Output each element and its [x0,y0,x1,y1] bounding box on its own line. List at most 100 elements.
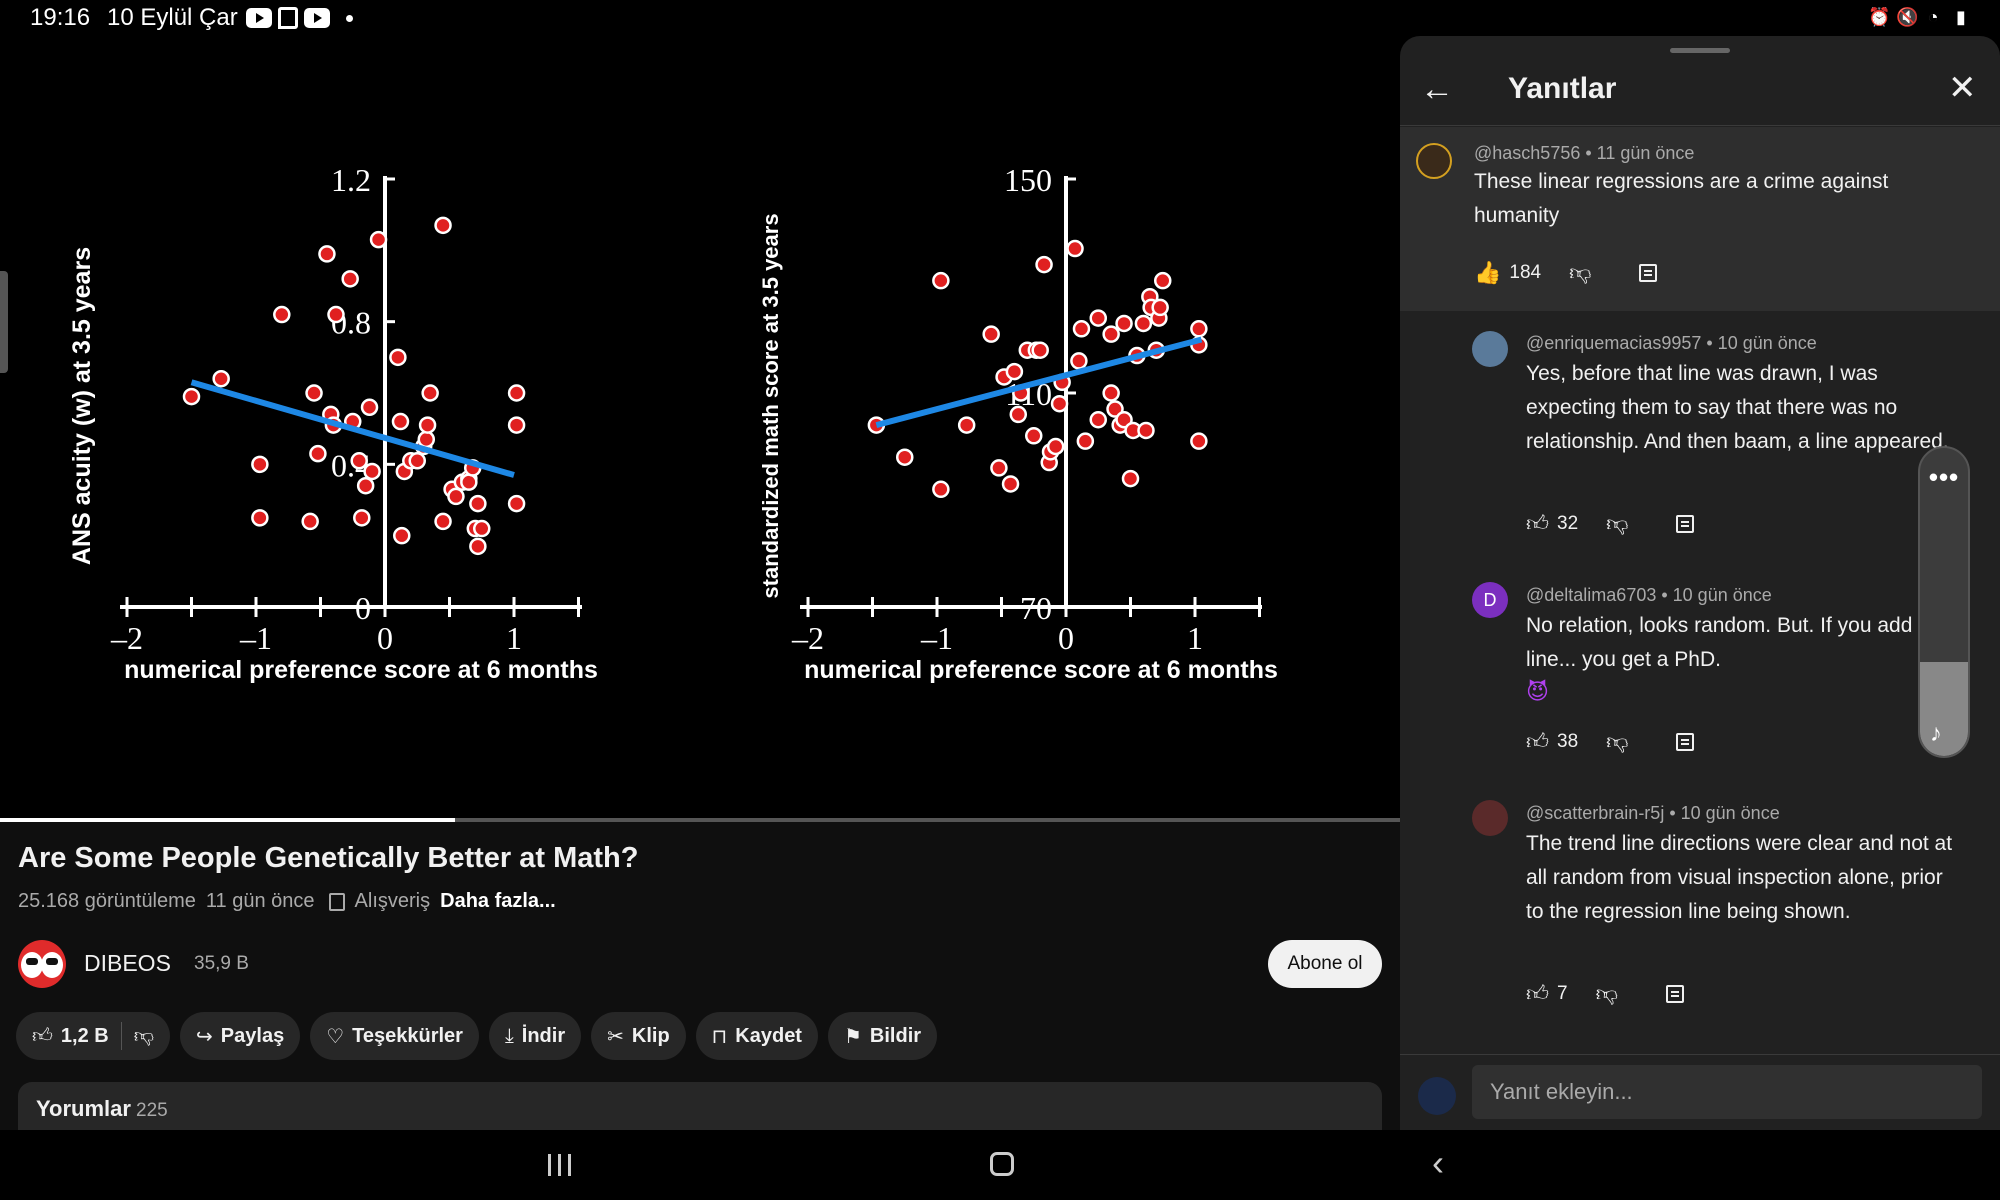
x-tick-label: –2 [110,620,143,656]
data-point [507,494,526,513]
data-point [434,512,452,531]
y-tick-label: 150 [1004,162,1052,198]
thumbs-down-icon[interactable]: 👎︎ [1606,511,1629,536]
data-point [421,384,439,402]
more-link[interactable]: Daha fazla... [440,890,556,912]
data-point [1072,320,1091,338]
data-point [1134,314,1153,333]
back-button[interactable]: ‹ [1432,1142,1444,1183]
x-tick-label: 0 [1058,620,1074,656]
home-button[interactable] [990,1152,1014,1176]
video-progress-fill [0,818,455,822]
thumbs-up-icon[interactable]: 👍︎ [1526,511,1549,536]
x-axis-label: numerical preference score at 6 months [124,656,598,684]
comment-text: These linear regressions are a crime aga… [1474,170,1889,227]
commenter-avatar[interactable] [1472,800,1508,836]
thumbs-up-icon[interactable]: 👍 [1474,259,1502,285]
thumbs-down-icon[interactable]: 👎︎ [1569,260,1592,285]
data-point [1001,475,1020,493]
system-icons: ⏰ 🔇 ◔ ▮ [1868,6,1970,28]
data-point [469,494,487,513]
share-button[interactable]: ↪ Paylaş [180,1012,301,1060]
trend-line [875,336,1203,429]
data-point [1035,255,1053,274]
data-point [408,452,426,470]
data-point [350,452,368,470]
data-point [990,459,1008,477]
report-button[interactable]: ⚑ Bildir [827,1012,938,1060]
youtube-icon [246,8,272,28]
data-point [1190,432,1208,450]
data-point [434,216,452,235]
channel-name[interactable]: DIBEOS [84,950,171,976]
parent-comment: @hasch5756 • 11 gün önce These linear re… [1400,127,2000,311]
thumbs-down-icon[interactable]: 👎︎ [1606,729,1629,754]
subscribe-button[interactable]: Abone ol [1268,940,1382,988]
heart-dollar-icon: ♡ [326,1025,345,1048]
edge-panel-handle[interactable] [0,271,8,373]
reply-icon[interactable] [1665,984,1684,1003]
back-arrow-icon[interactable]: ← [1420,70,1454,108]
comment-author[interactable]: @hasch5756 • 11 gün önce [1474,143,1695,163]
video-player[interactable]: –2 –1 0 1 0 0.4 0.8 1.2 numerical preference sco… [0,36,1400,822]
reply-icon[interactable] [1676,732,1695,751]
data-point [1089,309,1107,327]
battery-icon: ▮ [1956,7,1966,27]
clip-button[interactable]: ✂ Klip [591,1012,686,1060]
data-point [251,509,269,527]
thumbs-down-icon[interactable]: 👎︎ [1595,981,1618,1006]
commenter-avatar[interactable]: D [1472,582,1508,618]
x-tick-label: –1 [239,620,272,656]
like-dislike-button[interactable]: 👍︎ 1,2 B 👎︎ [16,1012,171,1060]
data-point [301,512,319,531]
recent-apps-button[interactable] [548,1154,571,1176]
reply-icon[interactable] [1676,514,1695,533]
data-point [360,398,379,417]
data-point [507,384,526,402]
data-point [957,416,976,434]
thumbs-up-icon[interactable]: 👍︎ [1526,981,1549,1006]
comments-count: 225 [136,1100,168,1121]
data-point [1137,421,1155,440]
fast-scroll-handle[interactable]: ••• ♪ [1918,446,1970,758]
channel-avatar[interactable] [18,940,66,988]
reply-icon[interactable] [1639,263,1658,282]
view-count: 25.168 görüntüleme [18,890,196,912]
scroll-thumb[interactable] [1920,662,1968,756]
video-meta[interactable]: 25.168 görüntüleme 11 gün önce Alışveriş… [18,890,556,913]
data-point [369,230,388,249]
comment-author[interactable]: @enriquemacias9957 • 10 gün önce [1526,333,1817,353]
data-point [460,473,478,491]
commenter-avatar[interactable] [1472,331,1508,367]
alarm-icon: ⏰ [1868,7,1891,27]
drag-handle[interactable] [1670,48,1730,53]
commenter-avatar[interactable] [1416,143,1452,179]
shopping-label: Alışveriş [354,890,431,912]
video-details: Are Some People Genetically Better at Ma… [0,822,1400,1142]
download-button[interactable]: ⤓ İndir [488,1012,582,1060]
more-options-icon[interactable]: ••• [1928,462,1960,492]
thanks-button[interactable]: ♡ Teşekkürler [310,1012,479,1060]
scissors-icon: ✂ [607,1025,624,1048]
video-title[interactable]: Are Some People Genetically Better at Ma… [18,842,639,874]
reply-input[interactable] [1472,1065,1982,1119]
comment-author[interactable]: @scatterbrain-r5j • 10 gün önce [1526,803,1780,823]
data-point [982,325,1000,343]
data-point [212,369,230,388]
close-icon[interactable]: ✕ [1948,69,1977,107]
download-label: İndir [521,1024,566,1047]
comment-author[interactable]: @deltalima6703 • 10 gün önce [1526,585,1772,605]
report-label: Bildir [869,1024,922,1047]
like-count: 184 [1509,261,1542,283]
divider [120,1022,122,1050]
x-axis-label: numerical preference score at 6 months [804,656,1278,684]
video-progress-bar[interactable] [0,818,1400,822]
thumbs-down-icon[interactable]: 👎︎ [133,1025,155,1047]
save-button[interactable]: ⊓ Kaydet [695,1012,818,1060]
thumbs-up-icon[interactable]: 👍︎ [1526,729,1549,754]
comment-text: Yes, before that line was drawn, I was e… [1526,362,1949,453]
comment-actions: 👍︎ 32 👎︎ [1526,510,1695,537]
data-point [391,412,410,431]
flag-icon: ⚑ [843,1025,862,1048]
